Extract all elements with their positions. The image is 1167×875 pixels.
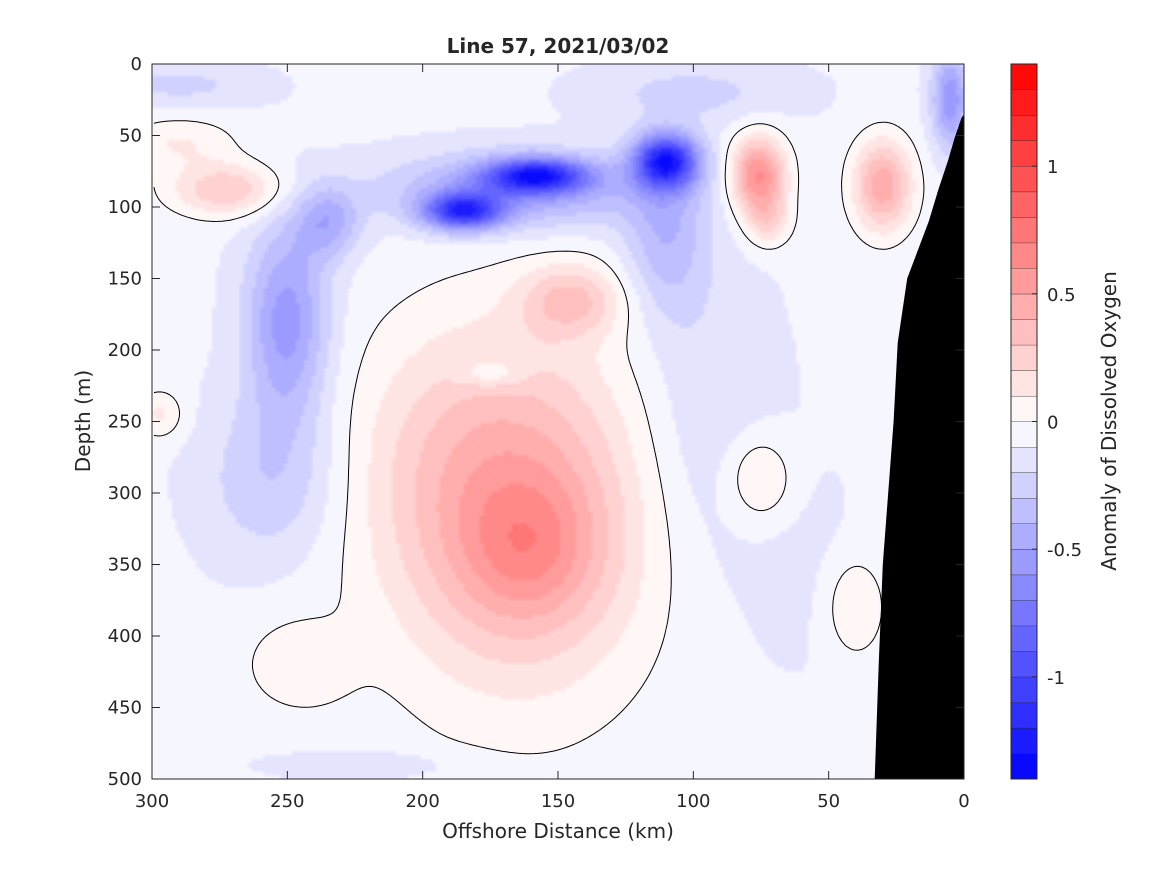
colorbar-step xyxy=(1011,344,1037,371)
colorbar-label: Anomaly of Dissolved Oxygen xyxy=(1097,271,1121,571)
y-axis: 0 50 100 150 200 250 300 350 400 450 500 xyxy=(108,54,964,790)
y-tick-label: 450 xyxy=(108,698,142,719)
plot-area xyxy=(151,63,965,780)
y-tick-label: 150 xyxy=(108,269,142,290)
x-tick-label: 250 xyxy=(270,791,304,812)
colorbar-step xyxy=(1011,753,1037,779)
colorbar-step xyxy=(1011,421,1037,448)
x-tick-label: 300 xyxy=(135,791,169,812)
y-tick-label: 350 xyxy=(108,555,142,576)
colorbar-step xyxy=(1011,727,1037,754)
x-tick-label: 100 xyxy=(676,791,710,812)
colorbar-tick-label: 0 xyxy=(1047,413,1058,434)
colorbar-step xyxy=(1011,242,1037,269)
colorbar-step xyxy=(1011,447,1037,473)
colorbar-step xyxy=(1011,702,1037,728)
colorbar-step xyxy=(1011,140,1037,167)
chart-title: Line 57, 2021/03/02 xyxy=(447,34,670,58)
colorbar-step xyxy=(1011,625,1037,652)
colorbar-tick-label: -1 xyxy=(1047,668,1065,689)
x-axis: 300 250 200 150 100 50 0 xyxy=(135,64,970,812)
colorbar-step xyxy=(1011,472,1037,499)
colorbar-step xyxy=(1011,293,1037,320)
y-tick-label: 0 xyxy=(131,54,142,75)
colorbar-step xyxy=(1011,549,1037,575)
colorbar-step xyxy=(1011,676,1037,703)
x-tick-label: 0 xyxy=(958,791,969,812)
colorbar-step xyxy=(1011,217,1037,243)
colorbar-tick-label: 0.5 xyxy=(1047,285,1076,306)
colorbar-step xyxy=(1011,115,1037,141)
y-tick-label: 50 xyxy=(119,126,142,147)
colorbar-step xyxy=(1011,64,1037,90)
x-tick-label: 150 xyxy=(541,791,575,812)
colorbar-step xyxy=(1011,395,1037,422)
seafloor-mask xyxy=(874,114,964,780)
x-axis-label: Offshore Distance (km) xyxy=(442,819,674,843)
colorbar-step xyxy=(1011,600,1037,626)
y-tick-label: 400 xyxy=(108,626,142,647)
zero-contours xyxy=(153,120,925,755)
y-tick-label: 500 xyxy=(108,769,142,790)
colorbar-step xyxy=(1011,498,1037,524)
y-tick-label: 250 xyxy=(108,412,142,433)
colorbar-step xyxy=(1011,370,1037,396)
y-tick-label: 300 xyxy=(108,483,142,504)
colorbar-step xyxy=(1011,191,1037,218)
x-tick-label: 200 xyxy=(405,791,439,812)
colorbar-step xyxy=(1011,574,1037,601)
y-tick-label: 100 xyxy=(108,197,142,218)
colorbar-tick-label: 1 xyxy=(1047,157,1058,178)
colorbar-step xyxy=(1011,166,1037,192)
colorbar-step xyxy=(1011,89,1037,116)
colorbar-step xyxy=(1011,651,1037,677)
contour-line xyxy=(153,120,925,755)
x-tick-label: 50 xyxy=(817,791,840,812)
anomaly-heatmap xyxy=(152,64,964,779)
colorbar-step xyxy=(1011,268,1037,294)
colorbar-step xyxy=(1011,319,1037,345)
colorbar-step xyxy=(1011,523,1037,550)
colorbar-tick-label: -0.5 xyxy=(1047,540,1082,561)
colorbar: -1 -0.5 0 0.5 1 xyxy=(1010,63,1082,780)
y-tick-label: 200 xyxy=(108,340,142,361)
y-axis-label: Depth (m) xyxy=(71,370,95,472)
